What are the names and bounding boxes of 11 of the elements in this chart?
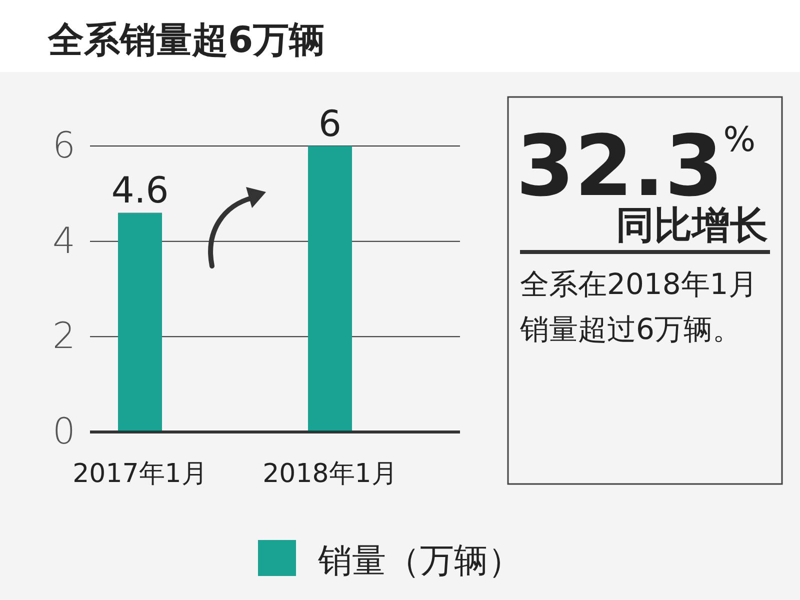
y-tick-label: 6 (52, 126, 76, 166)
y-tick-label: 2 (52, 316, 76, 358)
x-tick-label: 2018年1月 (262, 459, 398, 489)
y-tick-label: 0 (52, 412, 76, 452)
y-tick-label: 4 (52, 220, 76, 262)
data-label: 6 (318, 104, 342, 145)
text: 全系在2018年1月销量超过6万辆。 (520, 266, 758, 348)
chart-title: 全系销量超6万辆 (47, 20, 326, 61)
legend-label: 销量（万辆） (317, 541, 522, 581)
data-label: 4.6 (111, 170, 169, 212)
x-tick-label: 2017年1月 (72, 459, 208, 489)
